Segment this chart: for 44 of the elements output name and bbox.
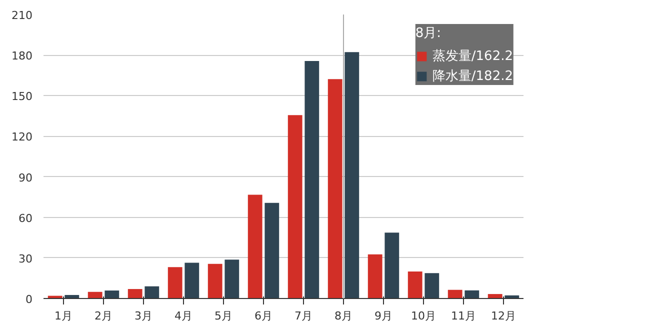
bar — [288, 115, 302, 298]
bar — [448, 290, 462, 298]
x-tick-label: 6月 — [254, 310, 272, 322]
x-tick-label: 4月 — [174, 310, 192, 322]
bar — [328, 79, 342, 298]
bar — [488, 294, 502, 298]
x-tick-label: 2月 — [94, 310, 112, 322]
x-tick-label: 3月 — [134, 310, 152, 322]
x-tick-label: 9月 — [374, 310, 392, 322]
bar — [368, 254, 382, 298]
bar — [208, 264, 222, 298]
legend-title: 8月: — [415, 25, 442, 42]
bar — [104, 290, 120, 298]
x-tick-label: 11月 — [451, 310, 476, 322]
bar — [144, 286, 160, 298]
y-tick-label: 0 — [26, 293, 32, 306]
x-tick-label: 10月 — [411, 310, 436, 322]
bar — [424, 273, 440, 298]
y-tick-label: 180 — [12, 50, 33, 63]
bar — [264, 202, 280, 298]
bar — [384, 232, 400, 298]
bar — [184, 262, 200, 298]
bar — [168, 267, 182, 298]
y-tick-label: 30 — [18, 252, 33, 266]
bar — [128, 289, 142, 298]
y-tick-label: 120 — [12, 130, 33, 144]
bar — [408, 271, 422, 298]
bar — [464, 290, 480, 298]
y-tick-label: 60 — [18, 212, 33, 225]
x-tick-label: 5月 — [214, 310, 232, 322]
y-tick-label: 210 — [12, 9, 33, 22]
legend-label: 降水量/182.2 — [432, 68, 513, 85]
x-tick-label: 8月 — [334, 310, 352, 322]
y-tick-label: 150 — [12, 90, 33, 104]
y-tick-label: 90 — [18, 171, 33, 184]
bar — [88, 292, 102, 298]
x-tick-label: 7月 — [294, 310, 312, 322]
x-tick-label: 12月 — [491, 310, 516, 322]
bar — [248, 194, 262, 298]
x-tick-label: 1月 — [54, 310, 72, 322]
legend-label: 蒸发量/162.2 — [432, 48, 513, 65]
bar — [304, 61, 320, 298]
bar — [344, 52, 360, 298]
bar — [224, 260, 240, 298]
